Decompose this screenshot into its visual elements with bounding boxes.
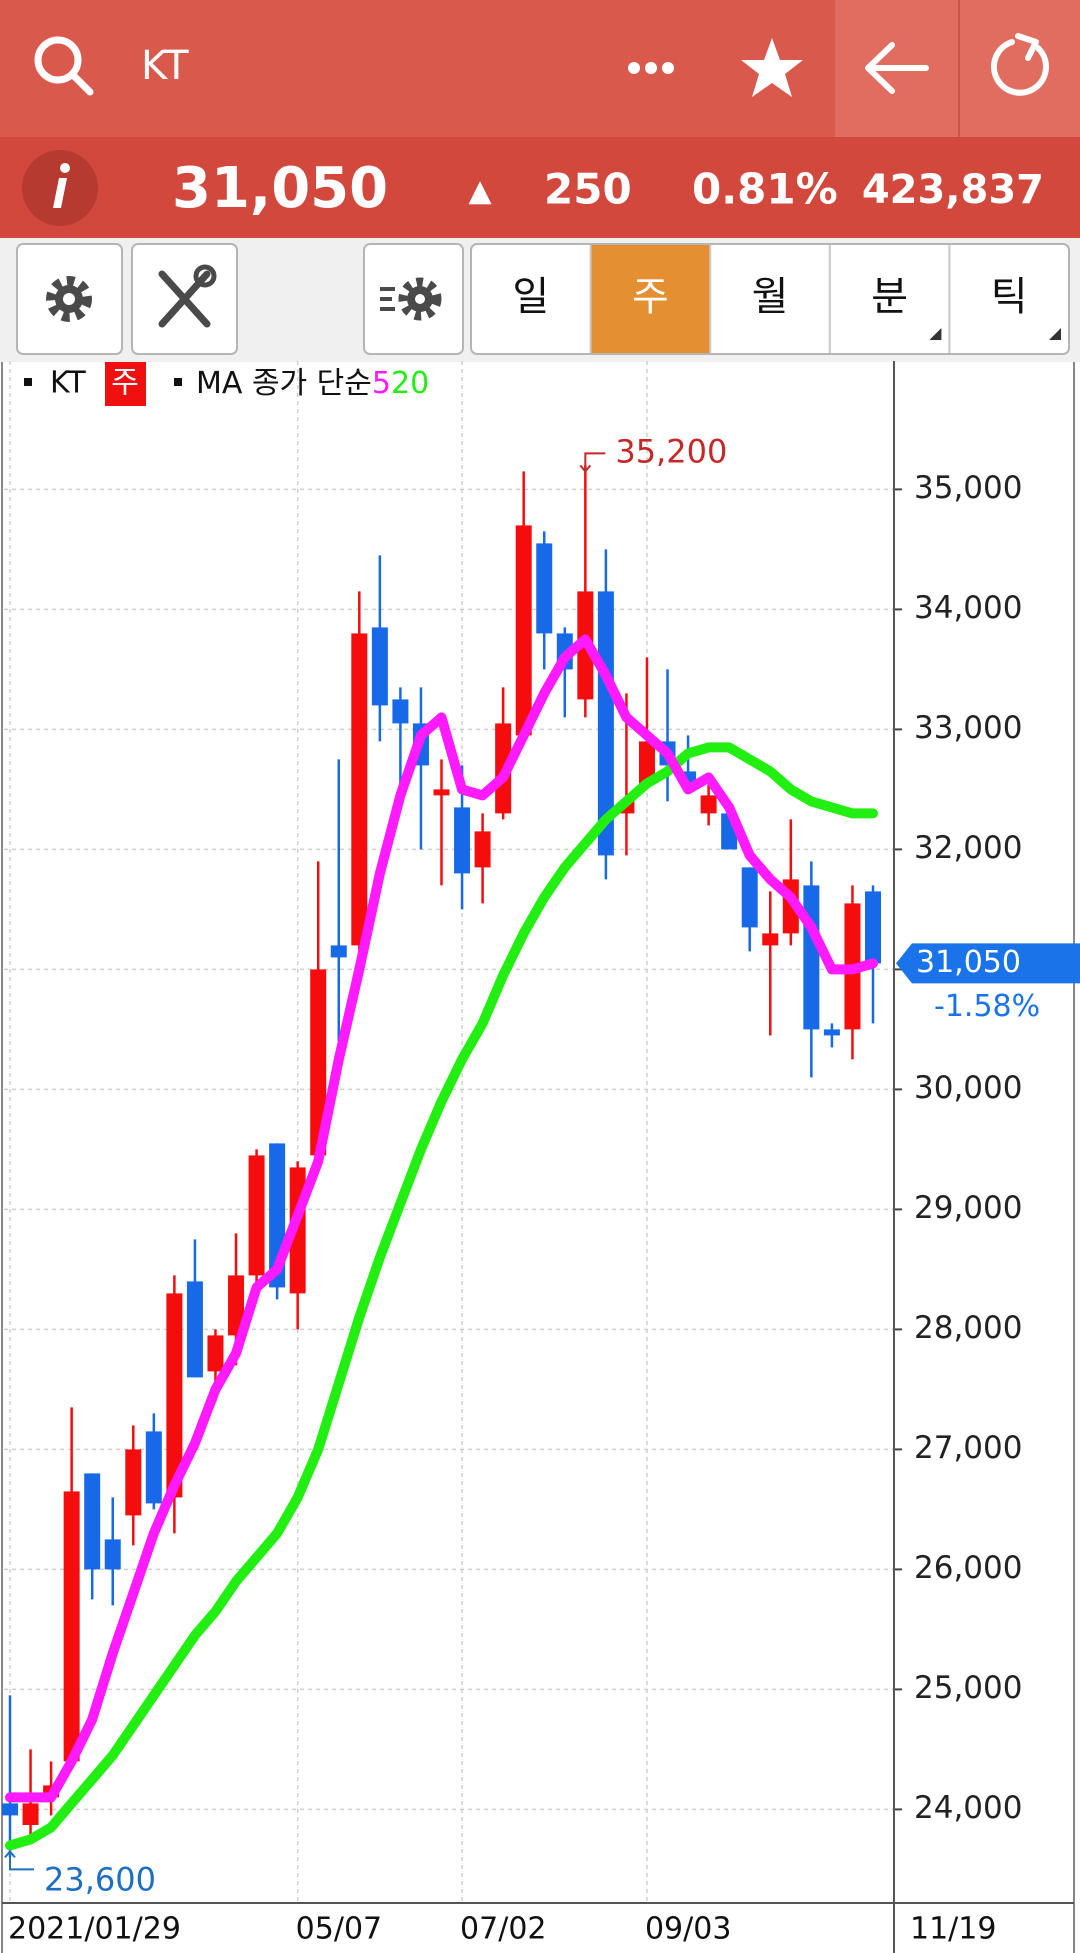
candle-body <box>248 1155 265 1276</box>
tab-label[interactable]: 주 <box>632 274 669 320</box>
max-label: 35,200 <box>615 432 727 470</box>
tab-label[interactable]: 분 <box>871 274 908 320</box>
y-tick-label: 33,000 <box>914 710 1022 746</box>
candle-body <box>63 1491 80 1762</box>
change-percent: 0.81% <box>692 165 838 214</box>
y-tick-label: 34,000 <box>914 590 1022 626</box>
x-tick-label: 2021/01/29 <box>8 1912 181 1947</box>
refresh-icon[interactable] <box>991 33 1049 96</box>
candle-body <box>84 1473 101 1570</box>
legend-bullet <box>24 378 32 386</box>
last-change-label: -1.58% <box>934 989 1040 1024</box>
y-tick-label: 29,000 <box>914 1190 1022 1226</box>
min-label: 23,600 <box>44 1860 156 1898</box>
legend-period: 주 <box>111 366 139 401</box>
candle-body <box>392 699 409 724</box>
tab-active-bg <box>590 245 711 353</box>
legend-indicator-label: MA 종가 단순 <box>196 366 372 401</box>
change-arrow: ▲ <box>468 174 491 209</box>
stock-name: KT <box>141 43 189 89</box>
y-tick-label: 35,000 <box>914 470 1022 506</box>
tools-icon <box>158 264 217 328</box>
moving-average-line <box>5 634 878 1803</box>
tab-label[interactable]: 월 <box>752 274 789 320</box>
tab-label[interactable]: 일 <box>512 274 549 320</box>
candle-body <box>823 1029 840 1036</box>
more-icon[interactable] <box>628 62 674 74</box>
plot: 24,000 25,000 26,000 27,000 28,000 29,000 30,0… <box>2 361 1080 1953</box>
candle-body <box>228 1275 245 1336</box>
candle-body <box>310 969 327 1156</box>
candle-body <box>536 543 553 634</box>
x-tick-label: 07/02 <box>460 1912 546 1947</box>
candle-body <box>207 1335 224 1372</box>
quote-bar <box>0 137 1080 238</box>
candle-body <box>22 1803 39 1825</box>
legend-entry: 5 <box>372 366 391 401</box>
y-tick-label: 32,000 <box>914 830 1022 866</box>
tab-dropdown-mark <box>1049 328 1061 340</box>
x-tick-label: 05/07 <box>296 1912 382 1947</box>
candle-body <box>454 807 471 874</box>
y-tick-label: 28,000 <box>914 1310 1022 1346</box>
last-price-label: 31,050 <box>916 945 1021 980</box>
candle-body <box>515 525 532 736</box>
indicator-settings-icon <box>380 277 442 321</box>
min-marker <box>4 1849 34 1871</box>
tab-dropdown-mark <box>929 328 942 340</box>
x-tick-label: 09/03 <box>645 1912 731 1947</box>
candle-body <box>166 1293 183 1498</box>
candle-body <box>474 831 491 868</box>
candle-body <box>865 891 881 964</box>
legend-entry: 20 <box>391 366 429 401</box>
volume: 423,837 <box>862 167 1044 213</box>
back-icon[interactable] <box>865 42 929 94</box>
candle-body <box>2 1803 18 1816</box>
candle-body <box>104 1539 121 1570</box>
last-price-tag <box>896 943 1080 984</box>
candle-body <box>741 867 758 928</box>
candle-body <box>125 1449 142 1516</box>
candle-body <box>186 1281 203 1378</box>
candle-body <box>597 591 614 856</box>
moving-average-line <box>5 742 878 1851</box>
candle-body <box>762 933 779 946</box>
y-tick-label: 26,000 <box>914 1550 1022 1586</box>
candle-body <box>433 789 450 796</box>
candle-body <box>638 741 655 784</box>
candle-body <box>803 885 820 1030</box>
info-icon[interactable] <box>22 150 98 226</box>
max-marker <box>579 452 606 473</box>
candle-body <box>351 633 368 946</box>
current-price: 31,050 <box>172 156 388 221</box>
candle-body <box>145 1431 162 1504</box>
y-tick-label: 30,000 <box>914 1070 1022 1106</box>
tab-label[interactable]: 틱 <box>991 274 1028 320</box>
y-tick-label: 24,000 <box>914 1790 1022 1826</box>
price-change: 250 <box>544 165 632 214</box>
legend-symbol: KT <box>50 366 86 401</box>
candle-body <box>330 945 347 958</box>
legend-indicator: MA 종가 단순520 <box>196 366 429 401</box>
y-tick-label: 25,000 <box>914 1670 1022 1706</box>
legend-bullet <box>174 378 182 386</box>
y-tick-label: 27,000 <box>914 1430 1022 1466</box>
candle-body <box>700 795 717 814</box>
favorite-icon[interactable] <box>741 38 803 97</box>
legend-period-bg <box>105 362 146 406</box>
x-tick-label: 11/19 <box>910 1912 996 1947</box>
gear-icon <box>46 276 92 322</box>
candle-body <box>371 627 388 706</box>
search-icon[interactable] <box>34 36 94 96</box>
